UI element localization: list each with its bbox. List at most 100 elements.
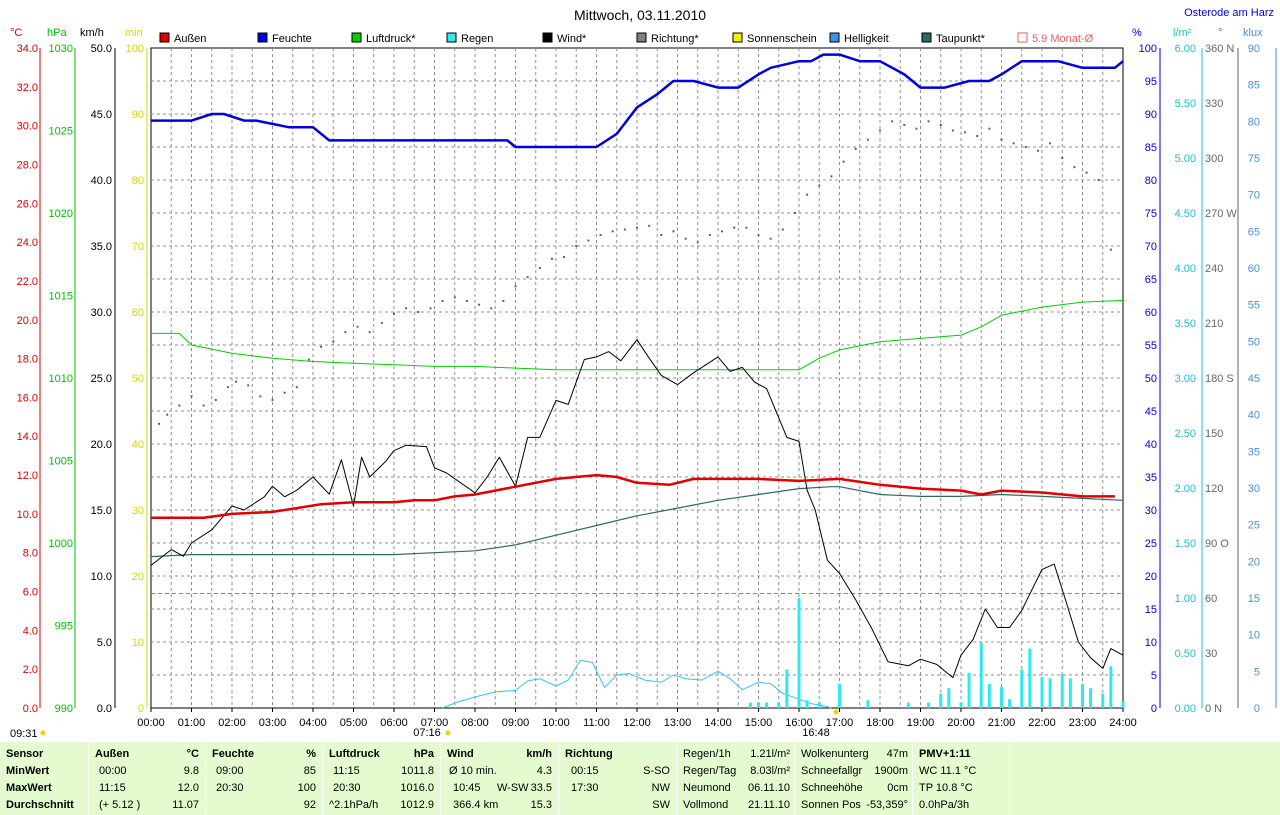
regen-tag-value: 8.03l/m² [750, 765, 790, 777]
wind-axis-label: 35.0 [91, 241, 112, 253]
legend-swatch [257, 32, 268, 43]
direction-point [1049, 142, 1052, 145]
legend-label: Luftdruck* [366, 33, 416, 45]
legend-swatch [1017, 32, 1028, 43]
wind-axis-label: 45.0 [91, 109, 112, 121]
unit-dir: ° [1218, 27, 1222, 39]
lux-axis-label: 45 [1248, 373, 1260, 385]
aussen-min-time: 00:00 [99, 765, 127, 777]
feuchte-min-value: 85 [303, 765, 316, 777]
wind-axis-label: 40.0 [91, 175, 112, 187]
direction-point [320, 345, 323, 348]
direction-point [660, 234, 663, 236]
rain-bar [967, 672, 971, 708]
direction-point [190, 395, 193, 398]
pressure-trend-value: 0.0hPa/3h [919, 799, 970, 811]
aussen-avg-value: 11.07 [172, 799, 199, 811]
feuchte-unit: % [306, 748, 316, 760]
direction-point [830, 175, 833, 178]
temp-axis-label: 30.0 [17, 121, 38, 133]
lux-axis-label: 55 [1248, 300, 1260, 312]
temp-axis-label: 0.0 [23, 703, 38, 715]
direction-point [202, 404, 205, 407]
maxwert-label: MaxWert [6, 782, 52, 794]
direction-point [587, 239, 590, 242]
aussen-min-value: 9.8 [183, 765, 199, 777]
x-tick-label: 00:00 [137, 717, 165, 729]
rain-axis-label: 0.50 [1175, 648, 1196, 660]
taupunkt-line [150, 486, 1124, 558]
direction-point [636, 226, 638, 229]
rain-bar [1109, 666, 1113, 708]
legend-swatch [446, 32, 457, 43]
axes: 00:00 01:00 02:00 03:00 04:00 05:00 06:00 07:00… [17, 43, 1277, 729]
legend-label: Richtung* [651, 33, 699, 45]
temp-axis-label: 6.0 [23, 587, 38, 599]
lux-axis-label: 40 [1248, 410, 1260, 422]
luftdruck-trend: ^2.1hPa/h [329, 799, 379, 811]
direction-point [235, 380, 238, 383]
direction-point [563, 256, 566, 258]
aussen-avg-note: (+ 5.12 ) [99, 799, 141, 811]
wind-max-time: 10:45 [453, 782, 481, 794]
unit-temp: °C [10, 27, 22, 39]
x-tick-label: 21:00 [988, 717, 1016, 729]
direction-point [368, 331, 371, 334]
press-axis-label: 995 [55, 621, 73, 633]
direction-point [1085, 171, 1088, 174]
direction-point [226, 386, 229, 389]
unit-rain: l/m² [1173, 27, 1192, 39]
sun-axis-label: 0 [138, 703, 144, 715]
lux-axis-label: 35 [1248, 446, 1260, 458]
sonnenpos-value: -53,359° [866, 799, 908, 811]
direction-point [733, 226, 736, 229]
luftdruck-unit: hPa [413, 748, 434, 760]
legend-label: Helligkeit [844, 33, 889, 45]
regen-tag-label: Regen/Tag [683, 765, 737, 777]
rain-bar [1081, 683, 1084, 708]
lux-axis-label: 90 [1248, 43, 1260, 55]
lux-axis-label: 5 [1254, 666, 1260, 678]
legend-swatch [351, 32, 362, 43]
sunset-marker-icon [833, 709, 839, 715]
wolkenunterg-value: 47m [886, 748, 908, 760]
luftdruck-max-value: 1016.0 [400, 782, 434, 794]
rain-bar [1028, 648, 1032, 708]
direction-point [879, 129, 881, 132]
temp-axis-label: 22.0 [17, 276, 38, 288]
dir-axis-label: 330 [1205, 98, 1223, 110]
direction-point [550, 257, 553, 260]
direction-point [1073, 166, 1076, 169]
sunrise-time: 07:16 [413, 727, 441, 739]
lux-axis-label: 70 [1248, 190, 1260, 202]
x-tick-label: 13:00 [664, 717, 692, 729]
weather-chart: 00:00 01:00 02:00 03:00 04:00 05:00 06:00 07:00… [10, 7, 1277, 740]
regen-1h-label: Regen/1h [683, 748, 731, 760]
direction-point [380, 322, 383, 324]
wind-axis-label: 15.0 [91, 505, 112, 517]
direction-point [453, 296, 456, 299]
hum-axis-label: 100 [1139, 43, 1157, 55]
sonnenpos-label: Sonnen Pos [801, 799, 861, 811]
direction-point [684, 237, 687, 240]
dir-axis-label: 270 W [1205, 208, 1237, 220]
schneehoehe-value: 0cm [887, 782, 908, 794]
x-tick-label: 03:00 [259, 717, 287, 729]
aussen-column: Außen °C 00:00 9.8 11:15 12.0 (+ 5.12 ) 11.0… [89, 742, 206, 815]
legend: Außen Feuchte Luftdruck* Regen Wind* Richtung… [159, 32, 1094, 45]
sun-axis-label: 80 [132, 175, 144, 187]
schneefallgr-label: Schneefallgr [801, 765, 863, 777]
aussen-max-value: 12.0 [177, 782, 199, 794]
taupunkt-value: TP 10.8 °C [919, 782, 973, 794]
summary-footer: Sensor MinWert MaxWert Durchschnitt Auße… [0, 742, 1280, 815]
press-axis-label: 1020 [49, 208, 73, 220]
temp-axis-label: 10.0 [17, 509, 38, 521]
direction-point [247, 384, 250, 387]
rain-bar [805, 700, 809, 708]
direction-point [866, 138, 869, 141]
press-axis-label: 1015 [49, 291, 73, 303]
rain-axis-label: 4.50 [1175, 208, 1196, 220]
direction-point [575, 245, 578, 247]
feuchte-avg-value: 92 [303, 799, 316, 811]
rain-axis-label: 2.00 [1175, 483, 1196, 495]
